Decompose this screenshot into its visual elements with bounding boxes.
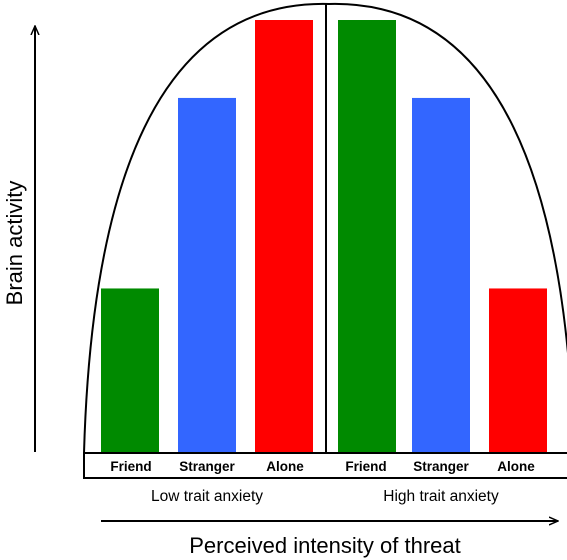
x-axis-label: Perceived intensity of threat [189, 533, 460, 558]
category-label-alone-group1: Alone [266, 459, 304, 474]
y-axis-label: Brain activity [2, 181, 27, 306]
bar-alone-group1 [255, 20, 313, 453]
bar-stranger-group1 [178, 97, 236, 453]
category-label-friend-group1: Friend [110, 459, 151, 474]
bar-friend-group1 [101, 288, 159, 453]
envelope-curve [83, 2, 567, 454]
category-label-alone-group2: Alone [497, 459, 535, 474]
category-label-stranger-group1: Stranger [179, 459, 235, 474]
category-label-friend-group2: Friend [345, 459, 386, 474]
group-label-1: Low trait anxiety [151, 488, 263, 505]
bars [101, 20, 547, 453]
category-label-strip [83, 452, 567, 479]
bar-alone-group2 [489, 288, 547, 453]
bar-friend-group2 [338, 20, 396, 453]
bar-stranger-group2 [412, 97, 470, 453]
category-label-stranger-group2: Stranger [413, 459, 469, 474]
group-label-2: High trait anxiety [383, 488, 499, 505]
